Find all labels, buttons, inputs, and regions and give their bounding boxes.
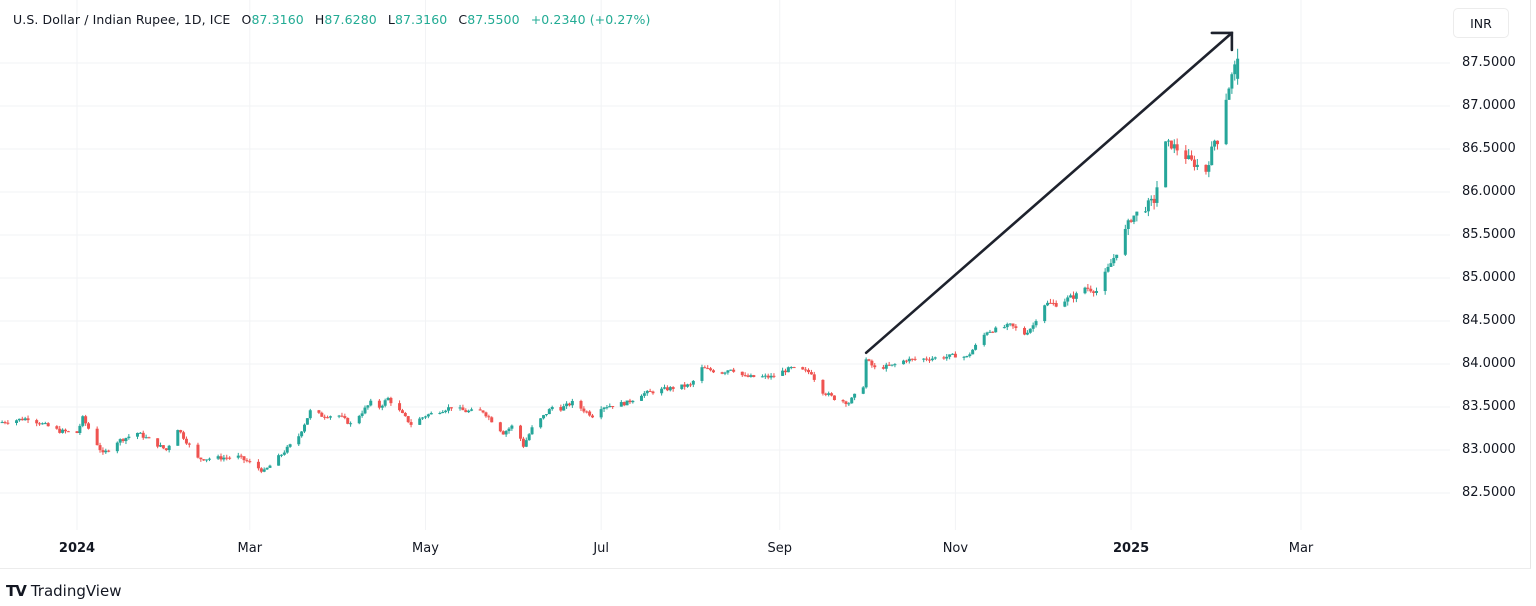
price-tick-label: 82.5000 xyxy=(1462,485,1516,500)
time-tick-label: Mar xyxy=(237,541,263,556)
price-tick-label: 84.0000 xyxy=(1462,356,1516,371)
price-tick-label: 84.5000 xyxy=(1462,313,1516,328)
time-tick-label: Nov xyxy=(942,541,969,556)
currency-button[interactable]: INR xyxy=(1453,8,1509,38)
tradingview-brand[interactable]: TV TradingView xyxy=(6,582,121,600)
price-tick-label: 85.5000 xyxy=(1462,227,1516,242)
time-tick-label: Mar xyxy=(1288,541,1314,556)
time-tick-label: 2024 xyxy=(58,541,96,556)
brand-name: TradingView xyxy=(30,582,122,600)
symbol-title[interactable]: U.S. Dollar / Indian Rupee, 1D, ICE xyxy=(13,12,231,27)
high-label: H xyxy=(314,12,325,27)
time-tick-label: 2025 xyxy=(1112,541,1150,556)
chart-frame xyxy=(0,0,1531,569)
price-tick-label: 83.5000 xyxy=(1462,399,1516,414)
trend-arrow[interactable] xyxy=(864,31,1234,355)
close-value: 87.5500 xyxy=(467,12,520,27)
time-tick-label: Jul xyxy=(593,541,609,556)
open-label: O xyxy=(241,12,252,27)
time-tick-label: May xyxy=(412,541,439,556)
price-tick-label: 86.0000 xyxy=(1462,184,1516,199)
price-tick-label: 87.5000 xyxy=(1462,55,1516,70)
change-value: +0.2340 (+0.27%) xyxy=(530,12,651,27)
price-tick-label: 87.0000 xyxy=(1462,98,1516,113)
symbol-legend: U.S. Dollar / Indian Rupee, 1D, ICE O87.… xyxy=(13,12,650,27)
price-tick-label: 85.0000 xyxy=(1462,270,1516,285)
low-value: 87.3160 xyxy=(394,12,448,27)
grid-lines xyxy=(0,0,1450,530)
candles xyxy=(0,48,1240,474)
high-value: 87.6280 xyxy=(324,12,377,27)
time-tick-label: Sep xyxy=(767,541,792,556)
open-value: 87.3160 xyxy=(251,12,304,27)
low-label: L xyxy=(387,12,395,27)
close-label: C xyxy=(458,12,468,27)
price-tick-label: 86.5000 xyxy=(1462,141,1516,156)
price-tick-label: 83.0000 xyxy=(1462,442,1516,457)
tradingview-logo-icon: TV xyxy=(6,582,27,600)
